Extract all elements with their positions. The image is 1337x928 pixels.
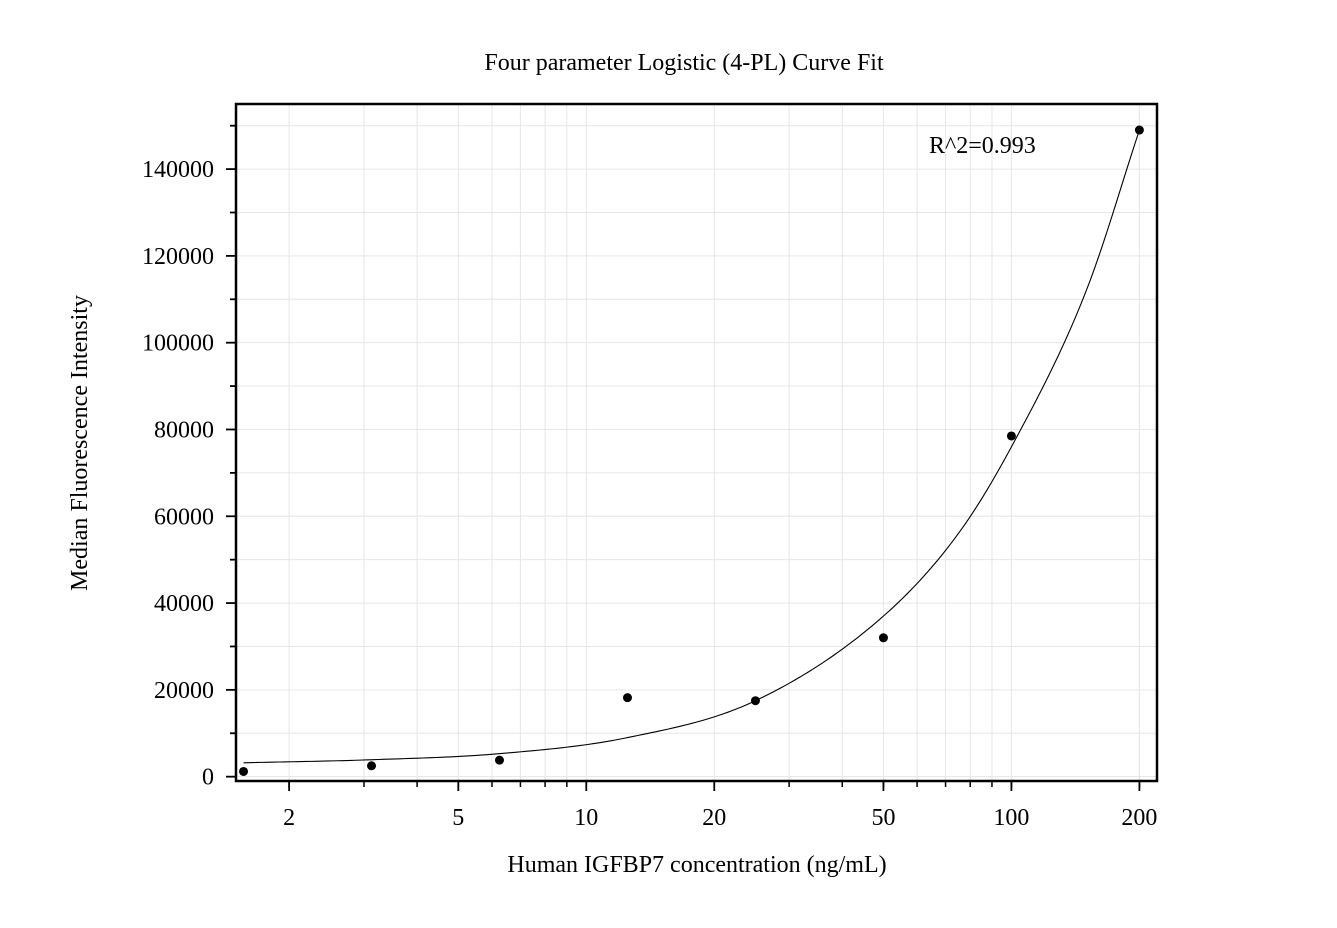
y-tick-label: 140000 — [142, 157, 214, 183]
x-axis-label: Human IGFBP7 concentration (ng/mL) — [507, 852, 886, 878]
data-point — [494, 755, 504, 765]
x-tick-label: 10 — [574, 805, 598, 831]
data-point — [1006, 431, 1016, 441]
plot-frame — [234, 102, 1159, 783]
y-tick-label: 120000 — [142, 244, 214, 270]
x-tick-label: 2 — [283, 805, 295, 831]
x-tick-label: 5 — [452, 805, 464, 831]
data-point — [622, 693, 632, 703]
axes: 2 5 10 20 50 100 200 0 20000 40000 60000 80000 10000… — [142, 124, 1157, 831]
data-point — [239, 766, 249, 776]
fit-curve-line — [243, 129, 1140, 764]
y-tick-label: 0 — [202, 765, 214, 791]
grid — [236, 104, 1157, 781]
data-point — [1134, 125, 1144, 135]
y-tick-label: 100000 — [142, 331, 214, 357]
data-points — [239, 125, 1144, 776]
data-point — [878, 633, 888, 643]
x-tick-label: 200 — [1121, 805, 1157, 831]
x-tick-label: 50 — [871, 805, 895, 831]
data-point — [367, 761, 377, 771]
r-squared-annotation: R^2=0.993 — [929, 133, 1036, 159]
y-tick-label: 60000 — [154, 504, 214, 530]
y-tick-label: 80000 — [154, 417, 214, 443]
x-tick-label: 100 — [993, 805, 1029, 831]
chart-title: Four parameter Logistic (4-PL) Curve Fit — [484, 50, 884, 76]
y-tick-label: 40000 — [154, 591, 214, 617]
data-point — [750, 696, 760, 706]
x-tick-label: 20 — [702, 805, 726, 831]
y-tick-label: 20000 — [154, 678, 214, 704]
y-axis-label: Median Fluorescence Intensity — [67, 295, 93, 591]
